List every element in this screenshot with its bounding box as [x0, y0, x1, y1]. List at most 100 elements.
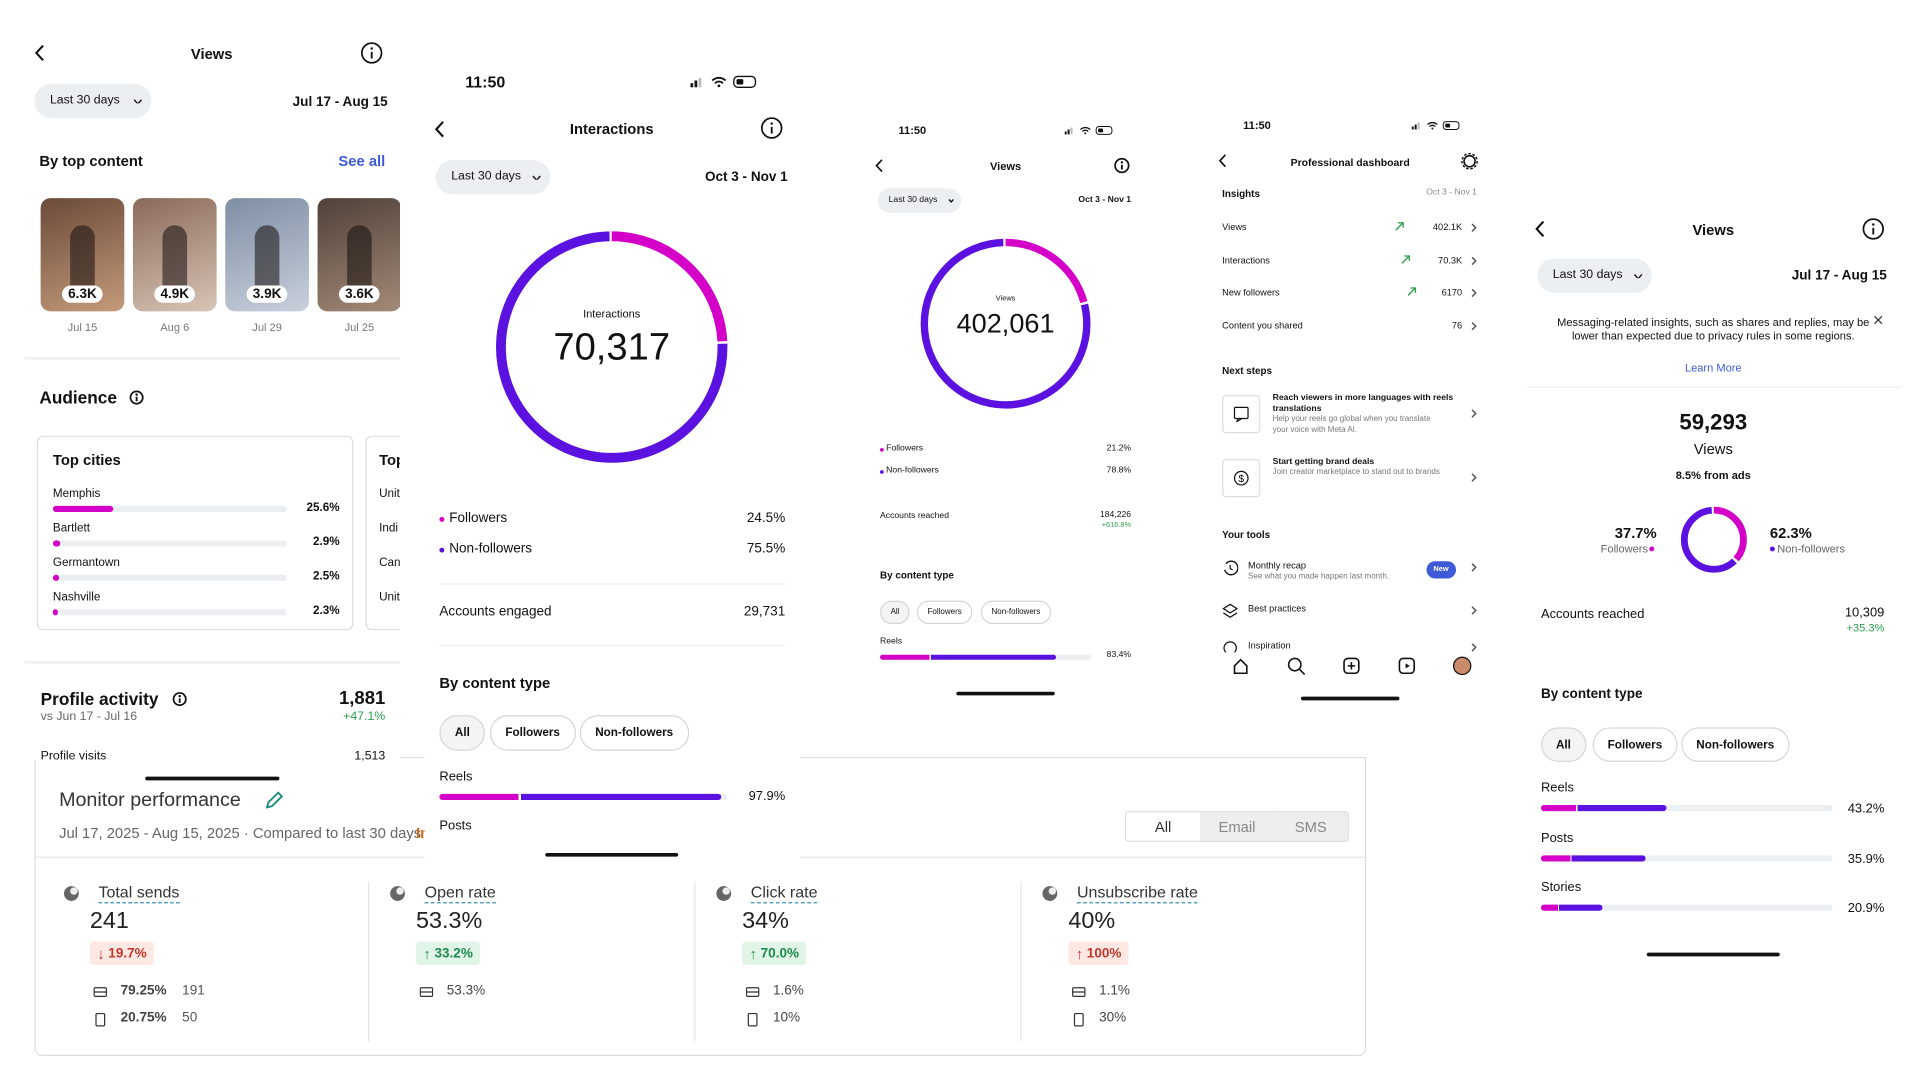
- info-icon-shape: [761, 117, 783, 139]
- donut-segment: [1680, 506, 1747, 573]
- date-range-picker[interactable]: Last 30 days: [34, 83, 152, 119]
- settings-icon[interactable]: [1461, 152, 1478, 170]
- info-icon[interactable]: [129, 390, 144, 405]
- filter-chip[interactable]: Followers: [489, 715, 576, 751]
- status-icons-shape: [1411, 121, 1460, 130]
- metric-value: 6170: [1441, 286, 1463, 298]
- country-name: Unit: [379, 487, 400, 501]
- nav-icon-shape: [1287, 657, 1306, 676]
- city-name: Memphis: [52, 487, 101, 501]
- close-button[interactable]: [1873, 315, 1883, 325]
- info-icon[interactable]: [360, 42, 383, 64]
- tool-title[interactable]: Monthly recap: [1248, 560, 1307, 572]
- step-title[interactable]: Reach viewers in more languages with ree…: [1272, 393, 1454, 414]
- step-icon-box: [1222, 459, 1261, 498]
- nav-icon[interactable]: [1286, 656, 1306, 676]
- tab[interactable]: Email: [1200, 812, 1274, 841]
- nav-icon[interactable]: [1452, 656, 1472, 676]
- nav-icon[interactable]: [1397, 656, 1417, 676]
- section-title: Next steps: [1222, 365, 1272, 377]
- chevron-shape: [1471, 643, 1477, 652]
- date-range-picker[interactable]: Last 30 days: [877, 188, 962, 213]
- tab[interactable]: All: [1126, 812, 1201, 841]
- filter-chip[interactable]: All: [880, 600, 911, 625]
- tool-title[interactable]: Inspiration: [1248, 640, 1291, 652]
- filter-chip[interactable]: Followers: [916, 600, 973, 625]
- legend-label: Non-followers: [1777, 542, 1846, 556]
- tool-icon: [1222, 603, 1239, 619]
- info-icon[interactable]: [1862, 218, 1884, 240]
- chevron: [1471, 562, 1477, 572]
- dropdown-arrow: [531, 174, 541, 181]
- tab[interactable]: SMS: [1273, 812, 1348, 841]
- donut-shape: [496, 231, 728, 463]
- status-icons-shape: [1079, 126, 1091, 132]
- date-range-picker[interactable]: Last 30 days: [1537, 258, 1652, 293]
- legend-value: 21.2%: [1106, 444, 1132, 453]
- chevron-shape: [1471, 563, 1477, 572]
- donut-shape: [1680, 506, 1747, 573]
- legend-value: 24.5%: [746, 510, 786, 526]
- chevron-shape: [1471, 409, 1477, 418]
- filter-chip[interactable]: Followers: [1592, 727, 1678, 762]
- nav-icon[interactable]: [1342, 656, 1362, 676]
- filter-chip[interactable]: Non-followers: [980, 600, 1052, 625]
- filter-chip[interactable]: Non-followers: [579, 715, 689, 751]
- chevron: [1471, 223, 1477, 233]
- date-range-picker[interactable]: Last 30 days: [435, 160, 551, 195]
- filter-chip[interactable]: All: [439, 715, 486, 751]
- dropdown-arrow-shape: [531, 174, 541, 181]
- metric-name[interactable]: Content you shared: [1222, 319, 1303, 331]
- home-indicator: [145, 776, 280, 781]
- close-button-shape: [1874, 315, 1883, 325]
- badge[interactable]: New: [1426, 561, 1456, 579]
- legend-label: Non-followers: [886, 466, 939, 476]
- metric-value: 184,226: [1099, 510, 1132, 520]
- back-button[interactable]: [34, 44, 44, 62]
- edit-icon[interactable]: [265, 790, 285, 810]
- section-title: Insights: [1222, 188, 1260, 200]
- metric-label[interactable]: Unsubscribe rate: [1076, 882, 1198, 904]
- nav-icon-shape: [1405, 663, 1410, 669]
- post-thumbnail[interactable]: 6.3K: [40, 198, 125, 312]
- info-icon-shape: [770, 122, 773, 125]
- info-icon[interactable]: [1114, 157, 1130, 174]
- info-icon-shape: [761, 117, 783, 139]
- metric-icon-shape: [1048, 887, 1057, 895]
- back-button-shape: [1535, 220, 1545, 238]
- dropdown-arrow: [132, 98, 142, 104]
- post-thumbnail[interactable]: 4.9K: [132, 198, 217, 312]
- nav-icon[interactable]: [1231, 656, 1251, 676]
- step-icon-box: [1222, 395, 1261, 434]
- step-icon-shape: [1236, 417, 1243, 423]
- info-icon[interactable]: [172, 692, 187, 707]
- trend-arrow: [1401, 254, 1411, 264]
- back-button[interactable]: [875, 159, 883, 173]
- metric-label[interactable]: Total sends: [98, 882, 180, 904]
- trend-arrow: [1406, 287, 1416, 297]
- chevron-shape: [1471, 473, 1477, 482]
- metric-icon-shape: [390, 886, 405, 901]
- status-icons-shape: [1064, 126, 1113, 135]
- post-thumbnail[interactable]: 3.6K: [317, 198, 401, 312]
- content-share: 43.2%: [1847, 801, 1885, 817]
- step-title[interactable]: Start getting brand deals: [1272, 457, 1375, 467]
- link[interactable]: Learn More: [1684, 361, 1742, 375]
- post-thumbnail[interactable]: 3.9K: [225, 198, 309, 312]
- back-button[interactable]: [1535, 220, 1545, 238]
- metric-label[interactable]: Click rate: [750, 882, 818, 904]
- link[interactable]: See all: [338, 152, 386, 170]
- filter-chip[interactable]: Non-followers: [1681, 727, 1790, 762]
- metric-name[interactable]: Views: [1222, 221, 1247, 233]
- content-type: Posts: [1540, 830, 1574, 845]
- metric-label[interactable]: Open rate: [424, 882, 496, 904]
- metric-icon: [1041, 885, 1058, 902]
- info-icon[interactable]: [761, 117, 783, 139]
- metric-name[interactable]: Interactions: [1222, 254, 1270, 266]
- back-button[interactable]: [434, 121, 444, 138]
- metric-name[interactable]: New followers: [1222, 286, 1280, 298]
- tool-title[interactable]: Best practices: [1248, 603, 1307, 615]
- filter-chip[interactable]: All: [1540, 727, 1586, 762]
- back-button[interactable]: [1218, 154, 1226, 168]
- chevron-shape: [1471, 288, 1477, 298]
